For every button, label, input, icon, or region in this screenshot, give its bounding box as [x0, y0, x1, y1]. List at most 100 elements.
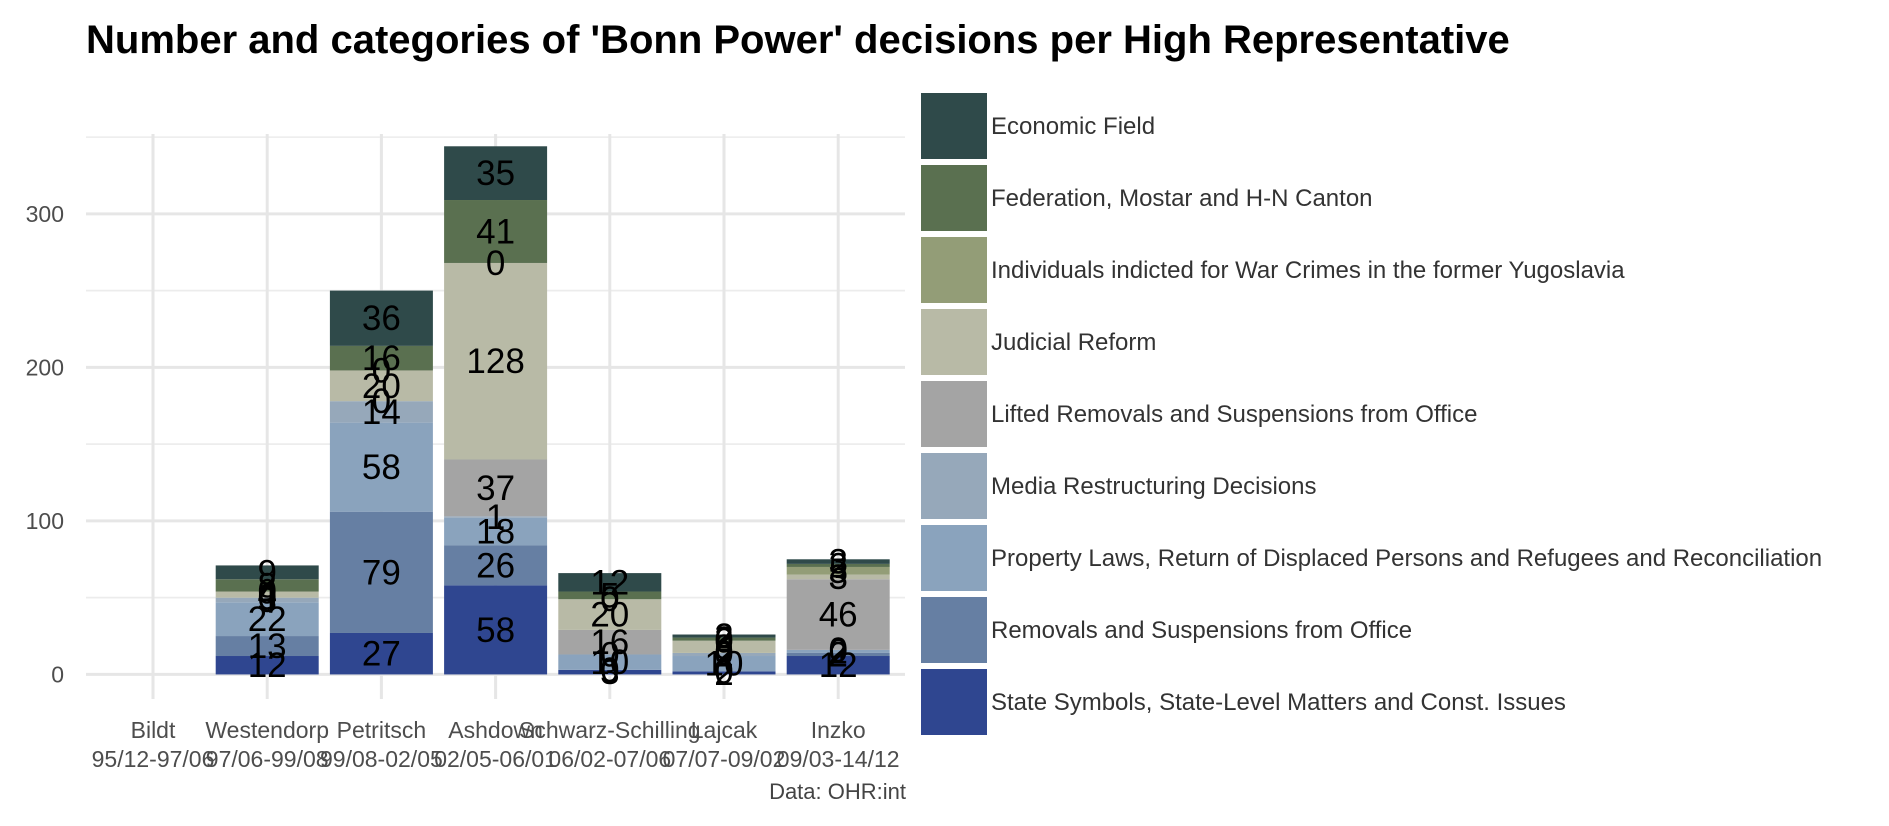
data-label: 20 — [590, 596, 629, 635]
bar-segment — [558, 669, 662, 675]
data-label: 5 — [600, 576, 619, 615]
x-tick-label: Lajcak — [691, 717, 758, 743]
data-label: 2 — [828, 632, 847, 671]
bar-segment — [786, 652, 890, 657]
bar-segment — [444, 545, 548, 586]
data-label: 0 — [257, 579, 276, 618]
data-label: 0 — [600, 580, 619, 619]
data-label: 2 — [714, 654, 733, 693]
data-label: 4 — [257, 576, 276, 615]
bar-segment — [558, 599, 662, 630]
legend-swatch — [921, 381, 987, 447]
legend-swatch — [921, 93, 987, 159]
legend-item: Federation, Mostar and H-N Canton — [921, 165, 1889, 231]
x-tick-period: 97/06-99/08 — [206, 746, 329, 772]
legend-item: Economic Field — [921, 93, 1889, 159]
data-label: 9 — [257, 553, 276, 592]
legend-label: Individuals indicted for War Crimes in t… — [991, 257, 1625, 284]
bar-segment — [786, 559, 890, 564]
bar-segment — [786, 579, 890, 650]
data-label: 12 — [819, 646, 858, 685]
y-tick-label: 0 — [51, 661, 64, 687]
legend-item: Property Laws, Return of Displaced Perso… — [921, 525, 1889, 591]
bar-segment — [558, 629, 662, 655]
axis-layer: 0100200300Bildt95/12-97/06Westendorp97/0… — [26, 201, 900, 772]
x-tick-period: 95/12-97/06 — [92, 746, 215, 772]
legend-swatch — [921, 525, 987, 591]
data-label: 0 — [372, 382, 391, 421]
legend-swatch — [921, 669, 987, 735]
source-note: Data: OHR:int — [769, 779, 906, 804]
y-tick-label: 300 — [26, 201, 64, 227]
data-label: 0 — [486, 244, 505, 283]
y-tick-label: 200 — [26, 354, 64, 380]
data-label: 37 — [476, 469, 515, 508]
bar-segment — [672, 637, 776, 641]
data-label: 128 — [466, 342, 524, 381]
data-label: 0 — [828, 631, 847, 670]
bar-segment — [329, 422, 433, 512]
y-tick-label: 100 — [26, 508, 64, 534]
x-tick-period: 02/05-06/01 — [434, 746, 557, 772]
data-label: 2 — [714, 620, 733, 659]
data-label: 2 — [714, 617, 733, 656]
x-tick-label: Ashdown — [448, 717, 543, 743]
data-label: 3 — [257, 581, 276, 620]
data-label: 3 — [828, 543, 847, 582]
bar-segment — [444, 459, 548, 517]
bar-segment — [672, 640, 776, 653]
bar-segment — [672, 656, 776, 672]
bar-segment — [444, 200, 548, 263]
bar-segment — [215, 579, 319, 592]
legend-item: Individuals indicted for War Crimes in t… — [921, 237, 1889, 303]
legend-label: Removals and Suspensions from Office — [991, 617, 1413, 644]
bar-segment — [215, 636, 319, 657]
legend-label: State Symbols, State-Level Matters and C… — [991, 689, 1566, 716]
data-label: 1 — [486, 498, 505, 537]
data-label: 8 — [714, 628, 733, 667]
legend-label: Media Restructuring Decisions — [991, 473, 1317, 500]
bar-segment — [672, 671, 776, 675]
legend-label: Federation, Mostar and H-N Canton — [991, 185, 1373, 212]
data-label: 41 — [476, 212, 515, 251]
legend-item: Lifted Removals and Suspensions from Off… — [921, 381, 1889, 447]
bar-segment — [786, 649, 890, 653]
legend-label: Property Laws, Return of Displaced Perso… — [991, 545, 1823, 572]
data-label: 8 — [257, 566, 276, 605]
bar-segment — [329, 632, 433, 675]
data-label: 18 — [476, 513, 515, 552]
bar-segment — [215, 656, 319, 675]
data-label: 10 — [705, 645, 744, 684]
bar-segment — [672, 634, 776, 638]
bar-segment — [329, 511, 433, 633]
bar-segment — [444, 262, 548, 460]
legend-swatch — [921, 453, 987, 519]
bar-segment — [215, 597, 319, 603]
data-label: 3 — [600, 653, 619, 692]
chart-title: Number and categories of 'Bonn Power' de… — [86, 18, 1510, 62]
data-label: 0 — [257, 573, 276, 612]
x-tick-period: 99/08-02/05 — [320, 746, 443, 772]
legend-item: State Symbols, State-Level Matters and C… — [921, 669, 1889, 735]
legend-swatch — [921, 237, 987, 303]
bar-segment — [444, 585, 548, 675]
data-label: 10 — [590, 643, 629, 682]
bar-segment — [329, 401, 433, 423]
data-label: 35 — [476, 154, 515, 193]
data-label: 13 — [248, 627, 287, 666]
legend-label: Economic Field — [991, 113, 1156, 140]
data-label: 46 — [819, 596, 858, 635]
data-label: 27 — [362, 635, 401, 674]
data-label: 16 — [590, 623, 629, 662]
data-label: 58 — [476, 611, 515, 650]
bar-segment — [444, 146, 548, 201]
data-label: 22 — [248, 600, 287, 639]
x-tick-period: 07/07-09/02 — [663, 746, 786, 772]
bar-segment — [329, 290, 433, 346]
bar-segment — [215, 565, 319, 580]
bar-segment — [558, 573, 662, 592]
data-label: 0 — [600, 651, 619, 690]
bar-segment — [444, 516, 548, 518]
bar-segment — [786, 563, 890, 567]
